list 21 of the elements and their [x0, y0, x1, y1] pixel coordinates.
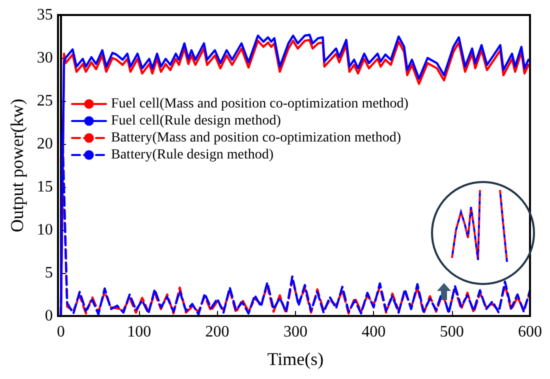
- y-tick-label: 0: [44, 308, 53, 324]
- y-tick-label: 25: [36, 92, 53, 110]
- y-tick-label: 30: [36, 50, 53, 66]
- x-tick-label: 400: [362, 324, 386, 340]
- legend-label: Battery(Rule design method): [111, 148, 274, 162]
- x-tick-label: 200: [205, 324, 230, 340]
- x-tick-label: 300: [283, 324, 308, 340]
- legend-label: Fuel cell(Rule design method): [111, 114, 282, 128]
- x-tick-label: 500: [440, 324, 464, 340]
- legend-label: Fuel cell(Mass and position co-optimization method): [111, 96, 409, 112]
- y-tick-label: 20: [36, 136, 53, 152]
- y-tick-label: 5: [44, 264, 53, 282]
- x-axis-title: Time(s): [267, 349, 324, 369]
- y-tick-label: 15: [36, 178, 53, 196]
- y-axis-title: Output power(kw): [7, 98, 27, 232]
- y-tick-label: 35: [36, 6, 53, 24]
- x-tick-label: 100: [127, 324, 152, 340]
- legend-label: Battery(Mass and position co-optimization method): [111, 130, 402, 146]
- y-tick-label: 10: [36, 222, 53, 238]
- x-tick-label: 0: [56, 324, 65, 340]
- x-tick-label: 600: [518, 324, 542, 340]
